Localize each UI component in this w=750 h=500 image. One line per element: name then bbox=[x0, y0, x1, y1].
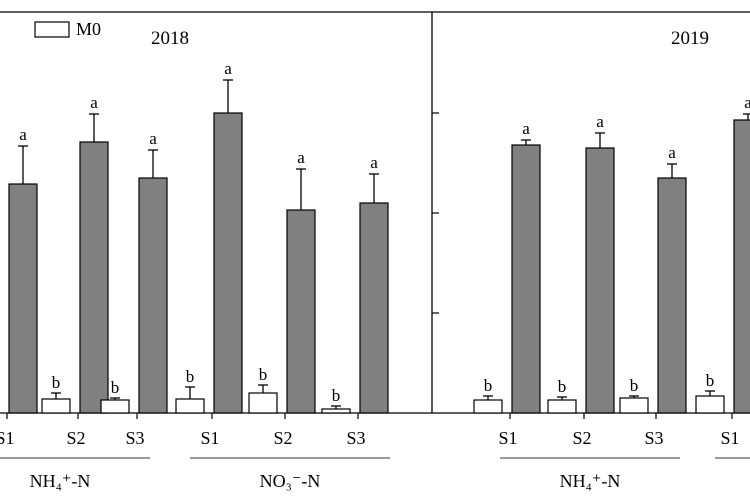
significance-label: a bbox=[668, 143, 676, 162]
error-bar-treatment bbox=[595, 132, 605, 148]
significance-label: a bbox=[744, 93, 750, 112]
bar-m0 bbox=[547, 399, 577, 414]
panel-year-label: 2019 bbox=[671, 28, 709, 49]
error-bar-treatment bbox=[89, 113, 99, 142]
significance-label: a bbox=[596, 112, 604, 131]
legend-swatch-m0 bbox=[34, 21, 70, 38]
error-bar-treatment bbox=[296, 168, 306, 210]
legend: M0 bbox=[34, 19, 101, 39]
bar-m0 bbox=[695, 395, 725, 414]
x-tick-label: S1 bbox=[200, 428, 219, 448]
error-bar-m0 bbox=[185, 386, 195, 399]
group-label: NH₄⁺-N bbox=[30, 471, 91, 491]
error-bar-m0 bbox=[51, 392, 61, 399]
significance-label: a bbox=[522, 119, 530, 138]
bar-treatment bbox=[511, 144, 541, 414]
chart-labels: 2018 b a S1 b a S2 b a S3 b a S1 b a S2 b a S3 NH₄⁺-N NO₃⁻-N… bbox=[0, 28, 750, 491]
bar-treatment bbox=[585, 147, 615, 414]
x-tick-label: S1 bbox=[498, 428, 517, 448]
significance-label: b bbox=[259, 365, 268, 384]
error-bar-treatment bbox=[223, 79, 233, 113]
legend-label-m0: M0 bbox=[76, 19, 101, 39]
error-bar-treatment bbox=[148, 149, 158, 178]
bar-treatment bbox=[286, 209, 316, 414]
significance-label: b bbox=[332, 386, 341, 405]
bar-m0 bbox=[248, 392, 278, 414]
x-tick-label: S3 bbox=[644, 428, 663, 448]
bar-m0 bbox=[41, 398, 71, 414]
bar-treatment bbox=[138, 177, 168, 414]
bar-m0 bbox=[175, 398, 205, 414]
bar-m0 bbox=[619, 397, 649, 414]
error-bar-m0 bbox=[629, 395, 639, 398]
bar-m0 bbox=[100, 399, 130, 414]
error-bar-m0 bbox=[258, 384, 268, 393]
group-label: NH₄⁺-N bbox=[560, 471, 621, 491]
x-tick-label: S3 bbox=[125, 428, 144, 448]
bar-treatment bbox=[359, 202, 389, 414]
error-bar-treatment bbox=[743, 113, 750, 120]
x-tick-label: S2 bbox=[273, 428, 292, 448]
panel-year-label: 2018 bbox=[151, 28, 189, 49]
significance-label: b bbox=[52, 373, 61, 392]
bar-treatment bbox=[733, 119, 750, 414]
x-tick-label: S2 bbox=[572, 428, 591, 448]
bar-treatment bbox=[657, 177, 687, 414]
significance-label: b bbox=[630, 376, 639, 395]
error-bar-m0 bbox=[705, 390, 715, 396]
bar-m0 bbox=[321, 408, 351, 414]
significance-label: b bbox=[186, 367, 195, 386]
bar-treatment bbox=[79, 141, 109, 414]
significance-label: a bbox=[19, 125, 27, 144]
group-label: NO₃⁻-N bbox=[260, 471, 321, 491]
error-bar-m0 bbox=[331, 405, 341, 409]
significance-label: b bbox=[484, 376, 493, 395]
significance-label: a bbox=[224, 59, 232, 78]
significance-label: a bbox=[370, 153, 378, 172]
error-bar-treatment bbox=[18, 145, 28, 184]
error-bar-m0 bbox=[110, 397, 120, 400]
x-tick-label: S1 bbox=[720, 428, 739, 448]
x-tick-label: S3 bbox=[346, 428, 365, 448]
chart-marks bbox=[8, 79, 750, 414]
bar-treatment bbox=[213, 112, 243, 414]
bar-m0 bbox=[473, 399, 503, 414]
error-bar-treatment bbox=[521, 139, 531, 145]
significance-label: b bbox=[558, 377, 567, 396]
x-tick-label: S1 bbox=[0, 428, 15, 448]
significance-label: b bbox=[111, 378, 120, 397]
x-tick-label: S2 bbox=[66, 428, 85, 448]
significance-label: a bbox=[297, 148, 305, 167]
bar-treatment bbox=[8, 183, 38, 414]
error-bar-m0 bbox=[557, 396, 567, 400]
significance-label: a bbox=[90, 93, 98, 112]
error-bar-treatment bbox=[667, 163, 677, 178]
significance-label: b bbox=[706, 371, 715, 390]
error-bar-treatment bbox=[369, 173, 379, 203]
significance-label: a bbox=[149, 129, 157, 148]
error-bar-m0 bbox=[483, 395, 493, 400]
